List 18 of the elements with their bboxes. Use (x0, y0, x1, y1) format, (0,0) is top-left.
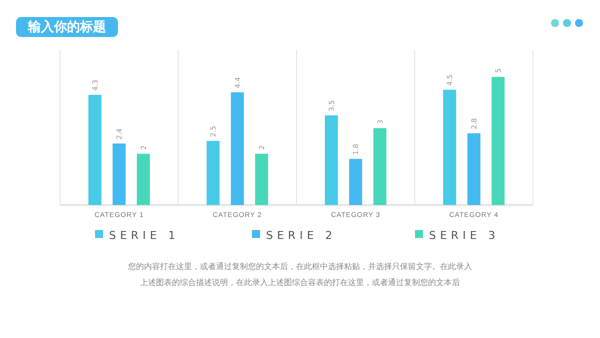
bar (467, 133, 480, 205)
text: 上述图表的综合描述说明，在此录入上述图综合容表的打在这里，或者通过复制您的文本后 (140, 278, 460, 287)
bar (136, 154, 150, 205)
bar (88, 94, 102, 205)
bar (206, 140, 220, 205)
bar (112, 144, 126, 205)
chart-title: 输入你的标题 (27, 19, 106, 35)
bar (373, 128, 386, 205)
legend-label: SERIE 3 (429, 229, 500, 242)
legend-label: SERIE 2 (266, 229, 336, 242)
bar (255, 154, 268, 205)
bar (324, 115, 338, 205)
bar (443, 90, 456, 205)
bar (230, 92, 244, 205)
bar (492, 76, 505, 205)
legend-label: SERIE 1 (109, 229, 180, 242)
bar (349, 158, 362, 205)
text: 您的内容打在这里，或者通过复制您的文本后，在此框中选择粘贴，并选择只保留文字。在此录入 (127, 262, 472, 271)
